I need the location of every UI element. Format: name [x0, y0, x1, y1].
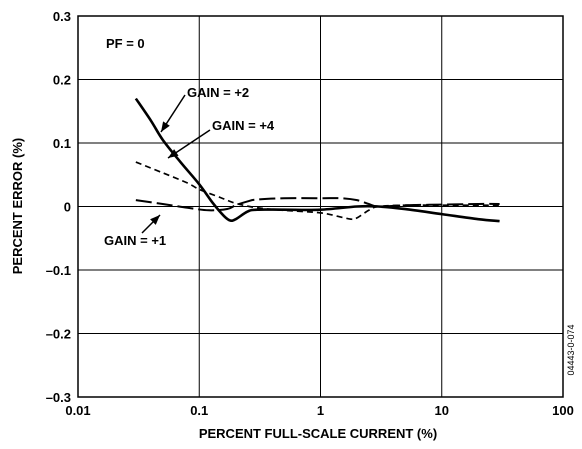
y-tick-label: –0.1	[46, 263, 71, 278]
gain-2-label: GAIN = +2	[187, 85, 249, 100]
series-line-gain-1	[135, 197, 500, 212]
x-tick-label: 0.1	[190, 403, 208, 418]
grid-lines	[78, 16, 563, 397]
y-tick-label: 0	[64, 200, 71, 215]
annotation-arrows	[141, 94, 211, 234]
y-axis-title: PERCENT ERROR (%)	[10, 138, 25, 275]
y-tick-label: 0.2	[53, 73, 71, 88]
x-tick-label: 1	[317, 403, 324, 418]
x-tick-label: 0.01	[65, 403, 90, 418]
y-tick-labels: 0.3 0.2 0.1 0 –0.1 –0.2 –0.3	[46, 9, 71, 405]
pf-annotation: PF = 0	[106, 36, 145, 51]
gain-1-label: GAIN = +1	[104, 233, 166, 248]
gain-4-arrow-head	[168, 149, 179, 158]
figure-code: 04443-0-074	[566, 324, 576, 375]
gain-1-arrow-head	[150, 215, 160, 225]
y-tick-label: 0.3	[53, 9, 71, 24]
x-tick-label: 100	[552, 403, 574, 418]
series-lines	[134, 97, 500, 223]
x-tick-labels: 0.01 0.1 1 10 100	[65, 403, 574, 418]
y-tick-label: 0.1	[53, 136, 71, 151]
series-line-gain-2	[134, 97, 500, 223]
y-tick-label: –0.2	[46, 327, 71, 342]
gain-2-arrow-head	[161, 121, 170, 132]
x-axis-title: PERCENT FULL-SCALE CURRENT (%)	[199, 426, 437, 441]
gain-4-label: GAIN = +4	[212, 118, 275, 133]
x-tick-label: 10	[435, 403, 449, 418]
y-tick-label: –0.3	[46, 390, 71, 405]
